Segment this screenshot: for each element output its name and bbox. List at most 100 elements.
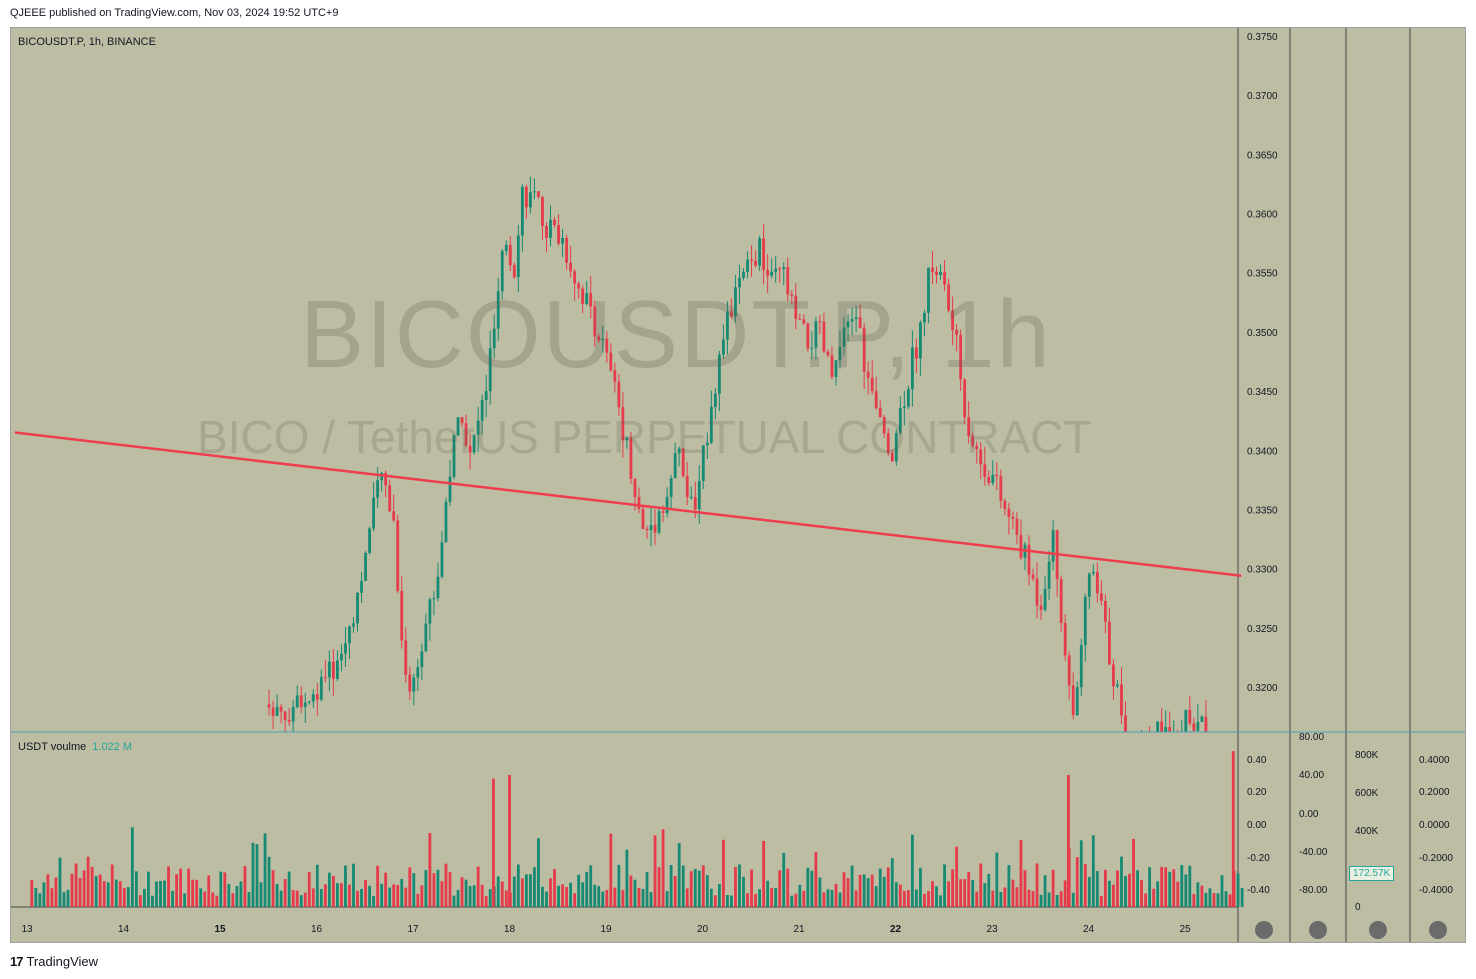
volume-bar	[1184, 874, 1188, 907]
volume-bar	[344, 865, 347, 907]
candle-body	[858, 317, 862, 328]
time-tick-label: 21	[793, 924, 805, 935]
candle-body	[649, 525, 653, 531]
volume-bar	[404, 887, 408, 907]
volume-bar	[537, 838, 540, 907]
volume-bar	[1051, 869, 1055, 907]
candle-body	[500, 251, 504, 292]
volume-bar	[1011, 879, 1015, 907]
candle-body	[786, 267, 790, 295]
candle-body	[951, 310, 954, 330]
volume-bar	[360, 888, 363, 907]
volume-bar	[255, 844, 259, 907]
candle-body	[939, 271, 942, 275]
volume-bar	[287, 871, 291, 907]
volume-bar	[291, 890, 295, 907]
volume-bar	[424, 870, 428, 907]
volume-bar	[758, 889, 761, 907]
candle-body	[464, 423, 468, 446]
volume-bar	[175, 874, 178, 907]
volume-bar	[529, 874, 532, 907]
scale-settings-icon[interactable]	[1309, 921, 1327, 939]
volume-bar	[504, 890, 508, 907]
volume-bar	[919, 867, 922, 907]
volume-bar	[738, 864, 741, 907]
candle-body	[842, 327, 846, 347]
footer-branding[interactable]: 17 TradingView	[10, 954, 98, 969]
trendline[interactable]	[14, 431, 1242, 577]
candle-body	[1099, 593, 1103, 601]
volume-bar	[1120, 856, 1123, 907]
volume-bar	[163, 880, 166, 907]
candle-body	[428, 599, 432, 624]
axis-buttons	[1255, 921, 1447, 939]
scale-settings-icon[interactable]	[1369, 921, 1387, 939]
candle-body	[999, 476, 1003, 501]
volume-bar	[553, 869, 556, 907]
candle-body	[790, 294, 794, 296]
volume-bar	[963, 879, 967, 907]
candle-body	[303, 702, 307, 708]
candle-body	[661, 511, 665, 513]
candle-body	[331, 661, 335, 679]
candle-body	[287, 719, 291, 722]
volume-bar	[331, 875, 335, 907]
candle-body	[862, 327, 866, 372]
volume-bar	[1164, 867, 1168, 907]
candle-body	[545, 226, 548, 238]
candle-body	[758, 238, 761, 266]
volume-bar	[669, 865, 673, 907]
volume-bar	[376, 865, 380, 907]
volume-bar	[231, 893, 235, 907]
volume-bar	[890, 858, 894, 907]
candle-body	[609, 352, 613, 371]
candle-body	[340, 653, 343, 661]
volume-bar	[1091, 835, 1095, 907]
candle-body	[1112, 664, 1115, 687]
time-tick-label: 13	[21, 924, 33, 935]
volume-bar	[790, 895, 794, 907]
volume-bar	[364, 879, 367, 907]
candle-body	[701, 445, 705, 481]
volume-bar	[746, 893, 749, 907]
volume-bar	[541, 886, 544, 907]
volume-bar	[762, 840, 766, 907]
candle-body	[577, 283, 581, 289]
volume-bar	[1224, 891, 1228, 907]
volume-bar	[750, 869, 753, 907]
volume-bar	[862, 874, 866, 907]
volume-bar	[814, 851, 818, 907]
volume-scale-d-label: 0.4000	[1419, 755, 1450, 766]
volume-bar	[440, 881, 444, 907]
volume-bar	[637, 887, 641, 907]
volume-bar	[866, 878, 870, 907]
candle-body	[1019, 534, 1023, 558]
candle-body	[504, 244, 508, 252]
candle-body	[529, 192, 532, 208]
candle-body	[1192, 723, 1196, 731]
candle-body	[1059, 579, 1063, 623]
symbol-info[interactable]: BICOUSDT.P, 1h, BINANCE	[18, 36, 156, 48]
volume-bar	[147, 871, 150, 907]
volume-bar	[412, 873, 416, 907]
scale-settings-icon[interactable]	[1255, 921, 1273, 939]
price-tick-label: 0.3350	[1247, 505, 1278, 516]
volume-bar	[319, 889, 323, 907]
volume-bar	[400, 878, 404, 907]
candle-body	[1188, 709, 1192, 724]
scale-settings-icon[interactable]	[1429, 921, 1447, 939]
candle-body	[794, 295, 798, 319]
volume-bar	[878, 868, 882, 907]
volume-indicator-label[interactable]: USDT voulme 1.022 M	[18, 741, 132, 753]
volume-bar	[102, 881, 106, 907]
volume-bar	[685, 888, 689, 907]
volume-bar	[496, 876, 500, 907]
volume-bar	[327, 872, 331, 907]
volume-bar	[243, 866, 247, 907]
volume-bar	[1035, 863, 1039, 907]
volume-bar	[931, 881, 934, 907]
volume-bar	[846, 877, 850, 907]
candle-body	[1103, 600, 1107, 622]
volume-bar	[444, 863, 448, 907]
